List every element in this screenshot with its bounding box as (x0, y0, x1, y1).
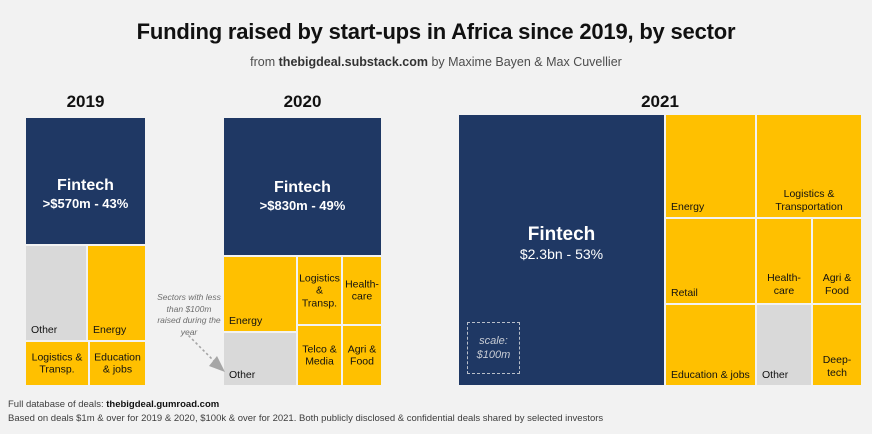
treemap-tile-agri-2021[interactable]: Agri & Food (812, 218, 862, 304)
tile-label-logistics-line1-2020: Logistics (299, 271, 340, 284)
tile-label-healthcare-line1-2021: Health- (767, 272, 801, 284)
subtitle-source-link[interactable]: thebigdeal.substack.com (278, 55, 428, 69)
treemap-tile-telco-2020[interactable]: Telco & Media (297, 325, 342, 386)
fintech-value-2021: $2.3bn - 53% (519, 246, 604, 262)
tile-label-retail-2021: Retail (671, 286, 698, 299)
tile-label-energy-2019: Energy (93, 323, 127, 336)
tile-label-agri-2021: Agri & Food (813, 272, 861, 297)
tile-label-logistics-2020: Logistics & Transp. (298, 272, 341, 310)
treemap-tile-fintech-2020[interactable]: Fintech >$830m - 49% (223, 117, 382, 256)
tile-label-other-2020: Other (229, 368, 256, 381)
year-heading-2021: 2021 (641, 92, 679, 111)
tile-label-agri-2020: Agri & Food (343, 343, 381, 368)
tile-label-healthcare-line2-2020: care (351, 290, 373, 303)
treemap-tile-healthcare-2021[interactable]: Health- care (756, 218, 812, 304)
fintech-value-2019: >$570m - 43% (42, 196, 129, 211)
tile-label-healthcare-2020: Health- care (343, 278, 381, 303)
treemap-tile-other-2019[interactable]: Other (25, 245, 87, 341)
tile-label-logistics-line1-2021: Logistics & (783, 188, 835, 200)
footer-line-2: Based on deals $1m & over for 2019 & 202… (8, 413, 604, 424)
treemap-panel-2021: Fintech $2.3bn - 53% scale: $100m Energy… (458, 114, 862, 386)
tile-label-deeptech-line2-2021: tech (827, 366, 847, 379)
treemap-tile-energy-2019[interactable]: Energy (87, 245, 146, 341)
tile-label-healthcare-line1-2020: Health- (345, 278, 379, 290)
footer-database-link[interactable]: thebigdeal.gumroad.com (106, 399, 220, 410)
treemap-tile-agri-2020[interactable]: Agri & Food (342, 325, 382, 386)
fintech-block-text-2021: Fintech $2.3bn - 53% (459, 223, 664, 263)
tile-label-education-2021: Education & jobs (671, 368, 750, 381)
footer-line-1: Full database of deals: thebigdeal.gumro… (8, 398, 603, 412)
treemap-tile-healthcare-2020[interactable]: Health- care (342, 256, 382, 325)
treemap-tile-fintech-2021[interactable]: Fintech $2.3bn - 53% scale: $100m (458, 114, 665, 386)
treemap-tile-deeptech-2021[interactable]: Deep- tech (812, 304, 862, 386)
tile-label-logistics-line2-2021: Transportation (775, 200, 843, 213)
subtitle-prefix: from (250, 55, 279, 69)
fintech-label-2021: Fintech (527, 224, 596, 245)
tile-label-education-2019: Education & jobs (90, 351, 145, 376)
footer: Full database of deals: thebigdeal.gumro… (8, 398, 603, 426)
footer-line1-prefix: Full database of deals: (8, 399, 107, 410)
treemap-tile-logistics-2019[interactable]: Logistics & Transp. (25, 341, 89, 386)
annotation-text: Sectors with less than $100m raised duri… (157, 292, 221, 337)
fintech-block-text-2019: Fintech >$570m - 43% (26, 176, 145, 212)
tile-label-logistics-2021: Logistics & Transportation (757, 188, 861, 213)
fintech-label-2019: Fintech (57, 177, 114, 194)
treemap-tile-other-2021[interactable]: Other (756, 304, 812, 386)
treemap-panel-2020: Fintech >$830m - 49% Energy Other Logist… (223, 117, 382, 386)
treemap-tile-energy-2021[interactable]: Energy (665, 114, 756, 218)
fintech-value-2020: >$830m - 49% (259, 198, 346, 213)
tile-label-energy-2021: Energy (671, 200, 705, 213)
tile-label-agri-line2-2020: Food (350, 355, 374, 368)
tile-label-deeptech-line1-2021: Deep- (822, 354, 852, 366)
tile-label-education-line1-2019: Education (94, 351, 141, 363)
fintech-label-2020: Fintech (274, 179, 331, 196)
tile-label-healthcare-2021: Health- care (757, 272, 811, 297)
treemap-tile-education-2019[interactable]: Education & jobs (89, 341, 146, 386)
tile-label-other-2019: Other (31, 323, 58, 336)
subtitle-suffix: by Maxime Bayen & Max Cuvellier (428, 55, 622, 69)
tile-label-agri-line2-2021: Food (825, 284, 849, 297)
scale-key-label: scale: (479, 335, 508, 347)
scale-key: scale: $100m (467, 322, 520, 374)
tile-label-logistics-line2-2019: Transp. (39, 363, 75, 376)
fintech-block-text-2020: Fintech >$830m - 49% (224, 178, 381, 214)
year-heading-2019: 2019 (66, 92, 105, 111)
tile-label-healthcare-line2-2021: care (773, 284, 795, 297)
treemap-tile-retail-2021[interactable]: Retail (665, 218, 756, 304)
treemap-panel-2019: Fintech >$570m - 43% Other Energy Logist… (25, 117, 146, 386)
tile-label-telco-line1-2020: Telco & (302, 343, 337, 355)
tile-label-agri-line1-2021: Agri & (822, 272, 852, 284)
tile-label-logistics-2019: Logistics & Transp. (26, 351, 88, 376)
tile-label-education-line2-2019: & jobs (102, 363, 133, 376)
treemap-tile-energy-2020[interactable]: Energy (223, 256, 297, 332)
tile-label-telco-line2-2020: Media (305, 355, 334, 368)
tile-label-energy-2020: Energy (229, 314, 263, 327)
tile-label-telco-2020: Telco & Media (298, 343, 341, 368)
annotation-arrow-icon (184, 331, 225, 372)
scale-key-value: $100m (476, 349, 511, 361)
treemap-tile-logistics-2021[interactable]: Logistics & Transportation (756, 114, 862, 218)
tile-label-agri-line1-2020: Agri & (347, 343, 377, 355)
treemap-tile-fintech-2019[interactable]: Fintech >$570m - 43% (25, 117, 146, 245)
year-heading-2020: 2020 (283, 92, 322, 111)
tile-label-other-2021: Other (762, 368, 789, 381)
chart-subtitle: from thebigdeal.substack.com by Maxime B… (0, 55, 872, 69)
page-title: Funding raised by start-ups in Africa si… (136, 19, 736, 44)
tile-label-logistics-line1-2019: Logistics & (31, 351, 83, 363)
tile-label-deeptech-2021: Deep- tech (813, 354, 861, 379)
tile-label-logistics-line2-2020: & (315, 284, 323, 297)
treemap-tile-education-2021[interactable]: Education & jobs (665, 304, 756, 386)
treemap-tile-logistics-2020[interactable]: Logistics & Transp. (297, 256, 342, 325)
tile-label-logistics-line3-2020: Transp. (301, 296, 338, 309)
treemap-tile-other-2020[interactable]: Other (223, 332, 297, 386)
